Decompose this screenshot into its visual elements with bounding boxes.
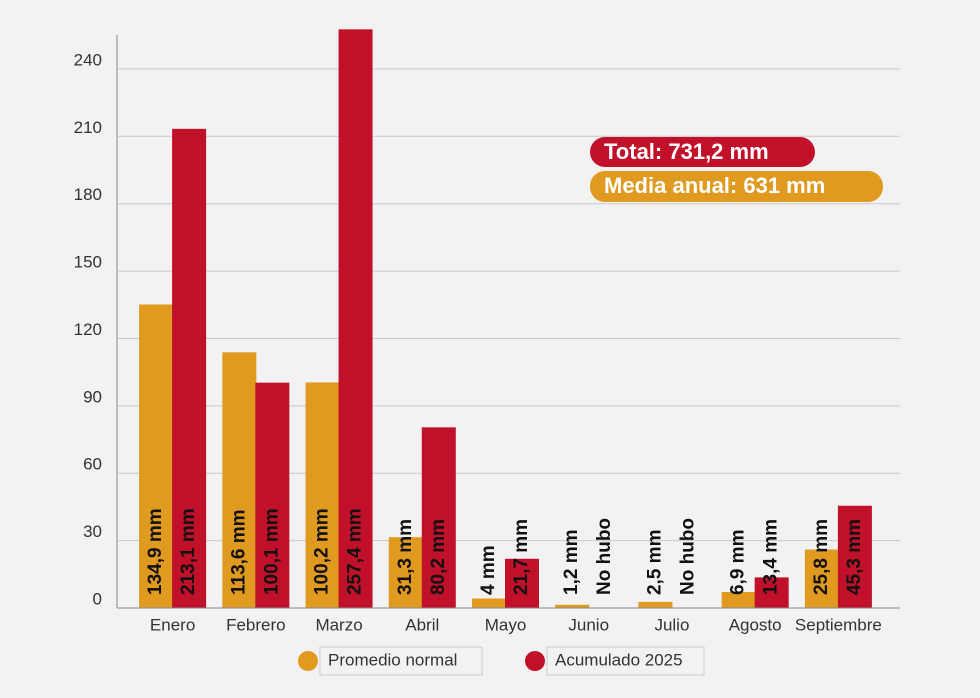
value-label: 6,9 mm: [728, 530, 749, 595]
x-tick-label: Mayo: [485, 615, 527, 634]
value-label: 1,2 mm: [561, 530, 582, 595]
value-label: 134,9 mm: [145, 508, 166, 595]
x-tick-label: Febrero: [226, 615, 286, 634]
y-tick-label: 150: [74, 253, 102, 272]
annotation: Media anual: 631 mm: [604, 173, 825, 198]
annotation: Total: 731,2 mm: [604, 139, 769, 164]
y-tick-label: 210: [74, 118, 102, 137]
bar: [305, 382, 340, 609]
x-tick-label: Julio: [654, 615, 689, 634]
bar: [338, 29, 373, 609]
x-tick-label: Abril: [405, 615, 439, 634]
legend-box: [546, 646, 705, 676]
legend-box: [319, 646, 483, 676]
value-label: 257,4 mm: [345, 508, 366, 595]
x-tick-label: Septiembre: [795, 615, 882, 634]
value-label: 213,1 mm: [178, 508, 199, 595]
value-label: 13,4 mm: [761, 519, 782, 595]
x-tick-label: Marzo: [315, 615, 362, 634]
value-label: 45,3 mm: [844, 519, 865, 595]
y-tick-label: 60: [83, 455, 102, 474]
bar: [472, 598, 506, 609]
legend-swatch: [525, 651, 545, 671]
y-tick-label: 180: [74, 185, 102, 204]
value-label: 4 mm: [478, 545, 499, 595]
media-pill: [590, 171, 883, 202]
x-tick-label: Enero: [150, 615, 195, 634]
bar: [754, 577, 789, 609]
bar: [388, 537, 423, 609]
value-label: 100,2 mm: [312, 508, 333, 595]
total-pill: [590, 137, 815, 167]
value-label: 21,7 mm: [511, 519, 532, 595]
y-tick-label: 90: [83, 387, 102, 406]
legend-label: Acumulado 2025: [555, 650, 683, 669]
value-label: 100,1 mm: [261, 508, 282, 595]
bar: [837, 505, 872, 609]
y-tick-label: 30: [83, 522, 102, 541]
value-label: 2,5 mm: [644, 530, 665, 595]
y-tick-label: 0: [93, 589, 102, 608]
value-label: No hubo: [677, 518, 698, 595]
y-tick-label: 240: [74, 50, 102, 69]
value-label: 25,8 mm: [811, 519, 832, 595]
bar: [421, 427, 456, 609]
legend-swatch: [298, 651, 318, 671]
value-label: 80,2 mm: [428, 519, 449, 595]
value-label: 31,3 mm: [395, 519, 416, 595]
legend-label: Promedio normal: [328, 650, 457, 669]
x-tick-label: Junio: [568, 615, 609, 634]
value-label: 113,6 mm: [228, 509, 249, 595]
x-tick-label: Agosto: [729, 615, 782, 634]
bar: [638, 601, 673, 609]
y-tick-label: 120: [74, 320, 102, 339]
value-label: No hubo: [594, 518, 615, 595]
